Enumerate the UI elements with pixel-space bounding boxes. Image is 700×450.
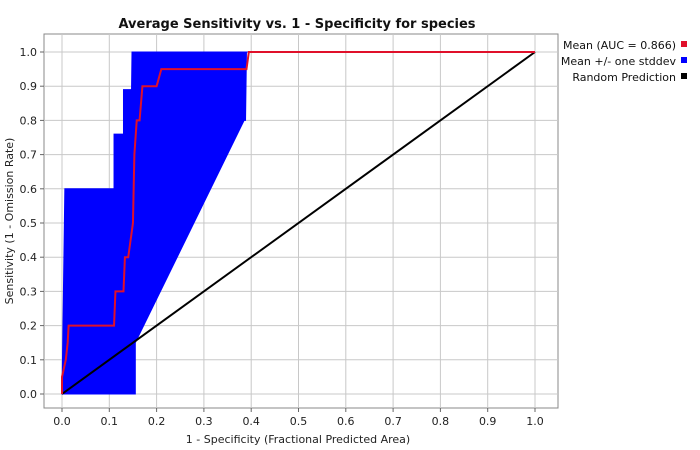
legend: Mean (AUC = 0.866) Mean +/- one stddev Ran…: [561, 39, 687, 84]
mean-curve: [61, 51, 535, 394]
random-prediction-line: [61, 51, 536, 395]
legend-swatch: [681, 73, 687, 79]
plot-area: [43, 33, 559, 409]
y-tick-label: 1.0: [20, 46, 38, 59]
y-tick-label: 0.9: [20, 80, 38, 93]
x-tick-label: 0.2: [148, 415, 166, 428]
random-line: [61, 51, 536, 395]
x-tick-label: 0.6: [337, 415, 355, 428]
x-tick-label: 1.0: [526, 415, 544, 428]
y-tick-label: 0.7: [20, 149, 38, 162]
stddev-band: [61, 51, 535, 395]
x-axis-label: 1 - Specificity (Fractional Predicted Ar…: [186, 433, 410, 446]
x-axis-ticks: 0.0 0.1 0.2 0.3 0.4 0.5 0.6 0.7 0.8 0.9 1.0: [53, 408, 544, 428]
x-tick-label: 0.7: [384, 415, 402, 428]
y-tick-label: 0.5: [20, 217, 38, 230]
legend-swatch: [681, 41, 687, 47]
y-tick-label: 0.8: [20, 114, 38, 127]
x-tick-label: 0.9: [479, 415, 497, 428]
x-tick-label: 0.3: [195, 415, 213, 428]
stddev-band-area: [61, 51, 535, 395]
y-tick-label: 0.3: [20, 285, 38, 298]
y-tick-label: 0.6: [20, 183, 38, 196]
y-tick-label: 0.1: [20, 354, 38, 367]
x-tick-label: 0.0: [53, 415, 71, 428]
y-tick-label: 0.4: [20, 251, 38, 264]
legend-swatch: [681, 57, 687, 63]
x-tick-label: 0.5: [290, 415, 308, 428]
y-axis-ticks: 0.0 0.1 0.2 0.3 0.4 0.5 0.6 0.7 0.8 0.9 1.0: [20, 46, 44, 401]
y-tick-label: 0.0: [20, 388, 38, 401]
x-tick-label: 0.8: [432, 415, 450, 428]
x-tick-label: 0.4: [242, 415, 260, 428]
chart-title: Average Sensitivity vs. 1 - Specificity …: [118, 17, 475, 32]
legend-label: Random Prediction: [572, 71, 676, 84]
mean-line: [61, 51, 535, 394]
legend-label: Mean +/- one stddev: [561, 55, 677, 68]
legend-label: Mean (AUC = 0.866): [563, 39, 676, 52]
x-tick-label: 0.1: [101, 415, 119, 428]
y-tick-label: 0.2: [20, 320, 38, 333]
y-axis-label: Sensitivity (1 - Omission Rate): [3, 138, 16, 305]
